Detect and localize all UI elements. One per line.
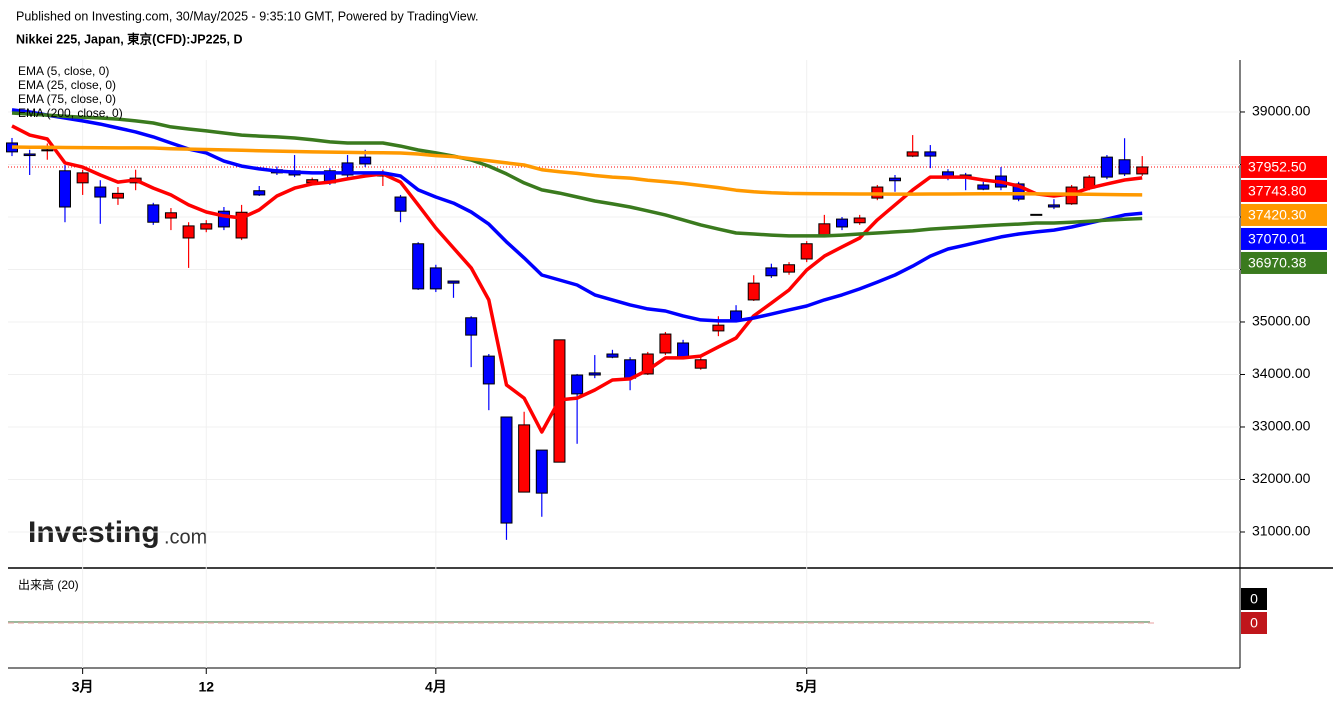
price-tag bbox=[1241, 155, 1327, 178]
grid bbox=[8, 60, 1240, 668]
candle-body bbox=[111, 192, 124, 199]
candle-body bbox=[783, 264, 796, 273]
price-tag-label: 37743.80 bbox=[1248, 183, 1307, 199]
x-tick-label: 5月 bbox=[796, 679, 818, 695]
price-tag-label: 37070.01 bbox=[1248, 231, 1307, 247]
price-tag bbox=[1241, 203, 1327, 226]
candle-body bbox=[694, 359, 707, 369]
candle-body bbox=[359, 156, 372, 165]
watermark-suffix: .com bbox=[164, 526, 207, 548]
volume-ma-tag bbox=[1241, 612, 1267, 634]
candle-body bbox=[977, 184, 990, 190]
candle-body bbox=[447, 280, 460, 284]
candle-body bbox=[200, 223, 213, 230]
candle-body bbox=[164, 212, 177, 219]
legend-entry: EMA (5, close, 0) bbox=[18, 64, 109, 78]
candle-body bbox=[23, 153, 36, 157]
y-tick-label: 35000.00 bbox=[1252, 313, 1311, 329]
candle-body bbox=[465, 317, 478, 336]
candle-body bbox=[182, 225, 195, 239]
candle-body bbox=[217, 210, 230, 228]
price-tag bbox=[1241, 251, 1327, 274]
candle-body bbox=[641, 353, 654, 375]
x-tick-label: 12 bbox=[198, 679, 214, 695]
candle-body bbox=[906, 151, 919, 157]
y-tick-label: 39000.00 bbox=[1252, 103, 1311, 119]
candle-body bbox=[1012, 183, 1025, 200]
price-tag bbox=[1241, 179, 1327, 202]
candle-body bbox=[1118, 159, 1131, 175]
candle-body bbox=[41, 149, 54, 152]
candle-body bbox=[94, 186, 107, 198]
candle-body bbox=[571, 374, 584, 395]
volume-title: 出来高 (20) bbox=[18, 577, 79, 592]
candle-body bbox=[253, 190, 266, 196]
candle-body bbox=[341, 162, 354, 176]
candle-body bbox=[535, 449, 548, 494]
candle-body bbox=[765, 267, 778, 277]
candle-body bbox=[482, 355, 495, 385]
candle-body bbox=[818, 223, 831, 236]
price-tag-label: 36970.38 bbox=[1248, 255, 1307, 271]
candle-body bbox=[836, 218, 849, 228]
ema-line bbox=[11, 111, 1143, 238]
candle-body bbox=[76, 172, 89, 184]
instrument-title: Nikkei 225, Japan, 東京(CFD):JP225, D bbox=[16, 31, 242, 46]
candle-body bbox=[712, 324, 725, 332]
ema-line bbox=[11, 108, 1143, 323]
candle-body bbox=[659, 333, 672, 354]
candle-body bbox=[889, 177, 901, 182]
volume-tag-label: 0 bbox=[1250, 591, 1258, 607]
candle-body bbox=[147, 204, 160, 223]
candle-body bbox=[429, 267, 442, 290]
candle-body bbox=[394, 196, 407, 212]
legend-entry: EMA (200, close, 0) bbox=[18, 106, 123, 120]
y-tick-label: 31000.00 bbox=[1252, 523, 1311, 539]
published-note: Published on Investing.com, 30/May/2025 … bbox=[16, 9, 479, 23]
candle-body bbox=[1100, 156, 1113, 178]
candle-body bbox=[58, 170, 71, 208]
candle-body bbox=[235, 211, 248, 239]
y-tick-label: 32000.00 bbox=[1252, 470, 1311, 486]
candle-body bbox=[412, 243, 425, 290]
x-tick-label: 4月 bbox=[425, 679, 447, 695]
volume-ma-tag-label: 0 bbox=[1250, 615, 1258, 631]
legend-entry: EMA (75, close, 0) bbox=[18, 92, 116, 106]
candle-body bbox=[800, 243, 813, 260]
candle-body bbox=[747, 282, 760, 301]
price-tag-label: 37952.50 bbox=[1248, 159, 1307, 175]
y-tick-label: 33000.00 bbox=[1252, 418, 1311, 434]
candle-body bbox=[518, 424, 531, 493]
candle-body bbox=[500, 416, 513, 524]
volume-tag bbox=[1241, 588, 1267, 610]
candle-body bbox=[1047, 204, 1060, 208]
candle-body bbox=[588, 372, 601, 376]
price-tag-label: 37420.30 bbox=[1248, 207, 1307, 223]
candle-body bbox=[924, 151, 937, 157]
candle-body bbox=[677, 342, 690, 358]
x-tick-label: 3月 bbox=[72, 679, 94, 695]
candle-body bbox=[1136, 166, 1149, 175]
candle-body bbox=[1030, 213, 1043, 216]
price-tag bbox=[1241, 227, 1327, 250]
ema-line bbox=[11, 145, 1143, 197]
ema-line bbox=[11, 124, 1143, 434]
legend-entry: EMA (25, close, 0) bbox=[18, 78, 116, 92]
y-tick-label: 34000.00 bbox=[1252, 365, 1311, 381]
candle-body bbox=[606, 353, 619, 358]
candle-body bbox=[853, 217, 866, 224]
